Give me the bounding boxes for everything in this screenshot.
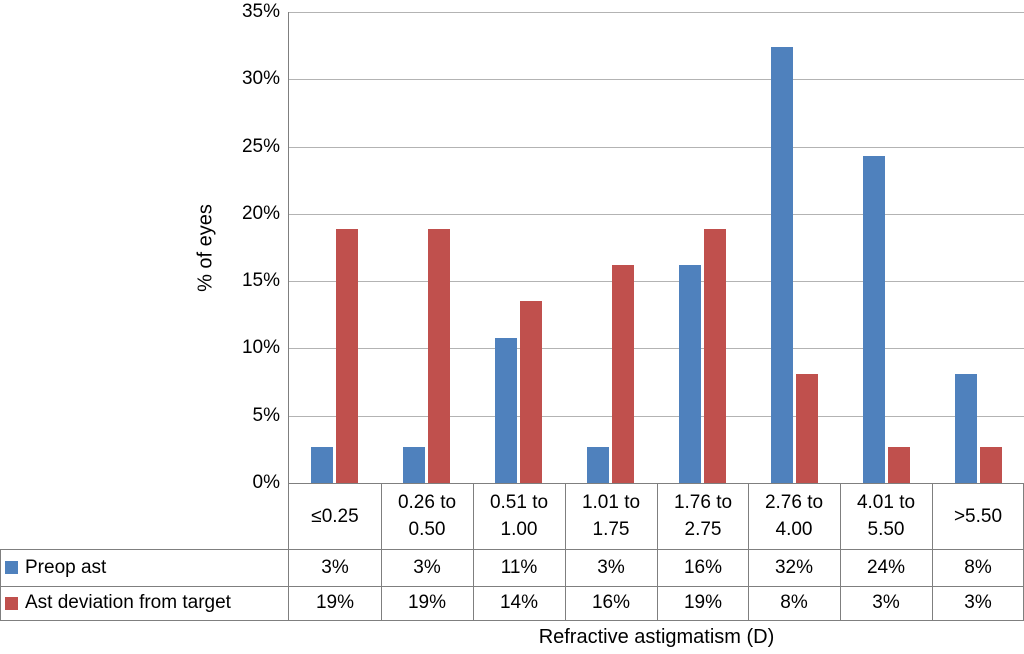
category-header-line: 5.50 [867,519,905,540]
legend-cell: Preop ast [0,549,289,586]
bar-preop-ast [587,447,609,483]
x-axis-line [288,483,1024,484]
table-value-cell: 3% [872,592,900,613]
bar-ast-deviation [704,229,726,483]
legend-swatch [5,561,18,574]
category-header-line: 4.00 [775,519,813,540]
bar-preop-ast [771,47,793,483]
y-tick-label: 30% [241,68,280,89]
table-vertical-line [932,483,933,620]
table-vertical-line [381,483,382,620]
gridline [289,214,1024,215]
bar-preop-ast [311,447,333,483]
table-value-cell: 16% [683,556,723,578]
category-header-cell: 2.76 to 4.00 [748,483,840,549]
legend-swatch [5,596,18,610]
category-header-line: ≤0.25 [311,505,359,527]
bar-ast-deviation [428,229,450,483]
category-header-line: 1.01 to [581,492,641,513]
table-value-cell: 14% [499,592,539,613]
category-header-cell: >5.50 [932,483,1024,549]
gridline [289,416,1024,417]
table-value-cell: 11% [500,556,538,578]
legend-label: Ast deviation from target [25,592,231,613]
category-header-line: 1.76 to [673,492,733,513]
table-value-cell: 16% [591,592,631,613]
table-value-cell: 19% [683,592,723,613]
table-vertical-line [748,483,749,620]
table-value-cell: 8% [780,592,808,613]
category-header-line: 1.00 [500,519,538,540]
gridline [289,79,1024,80]
table-value-cell: 19% [315,592,355,613]
table-vertical-line [565,483,566,620]
table-value-cell: 32% [774,556,814,578]
bar-preop-ast [679,265,701,483]
bar-ast-deviation [612,265,634,483]
gridline [289,12,1024,13]
gridline [289,281,1024,282]
category-header-cell: 1.01 to 1.75 [565,483,657,549]
y-tick-label: 20% [241,203,280,224]
table-value-cell: 3% [597,556,625,578]
bar-ast-deviation [980,447,1002,483]
category-header-line: 2.75 [684,519,722,540]
category-header-line: 2.76 to [764,492,824,513]
table-value-cell: 8% [964,556,992,578]
y-tick-label: 25% [241,136,280,157]
y-axis-line [288,12,289,620]
y-tick-label: 0% [252,472,280,493]
bar-ast-deviation [796,374,818,483]
table-vertical-line [473,483,474,620]
category-header-line: >5.50 [953,505,1003,527]
table-vertical-line [840,483,841,620]
table-value-cell: 3% [964,592,992,613]
category-header-line: 0.51 to [489,492,549,513]
x-axis-title: Refractive astigmatism (D) [538,626,775,648]
table-horizontal-line [0,586,1024,587]
bar-preop-ast [955,374,977,483]
bar-ast-deviation [520,301,542,483]
bar-ast-deviation [888,447,910,483]
table-horizontal-line [0,549,1024,550]
bar-ast-deviation [336,229,358,483]
category-header-cell: ≤0.25 [289,483,381,549]
category-header-cell: 0.51 to 1.00 [473,483,565,549]
gridline [289,348,1024,349]
bar-preop-ast [863,156,885,483]
category-header-cell: 1.76 to 2.75 [657,483,749,549]
table-value-cell: 19% [407,592,447,613]
table-value-cell: 3% [413,556,441,578]
category-header-cell: 0.26 to 0.50 [381,483,473,549]
table-left-border [0,549,1,620]
category-header-cell: 4.01 to 5.50 [840,483,932,549]
y-tick-label: 35% [241,1,280,22]
y-tick-label: 15% [241,270,280,291]
legend-label: Preop ast [25,556,107,578]
bar-preop-ast [403,447,425,483]
category-header-line: 1.75 [592,519,630,540]
table-value-cell: 24% [866,556,906,578]
category-header-line: 0.26 to [397,492,457,513]
category-header-line: 4.01 to [856,492,916,513]
gridline [289,147,1024,148]
table-horizontal-line [0,620,1024,621]
table-vertical-line [657,483,658,620]
bar-preop-ast [495,338,517,483]
legend-cell: Ast deviation from target [0,586,289,620]
y-tick-label: 10% [241,337,280,358]
y-tick-label: 5% [252,405,280,426]
table-value-cell: 3% [321,556,349,578]
category-header-line: 0.50 [408,519,446,540]
